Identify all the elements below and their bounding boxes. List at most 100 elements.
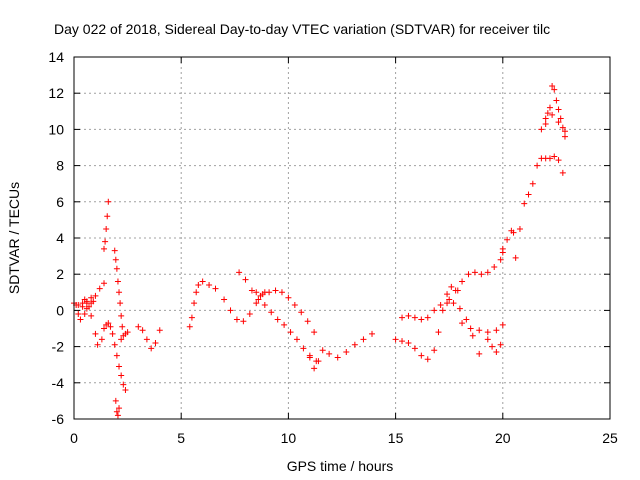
data-point bbox=[139, 327, 146, 334]
data-point bbox=[255, 296, 262, 303]
series-track-f bbox=[111, 247, 126, 330]
y-tick-label: -4 bbox=[52, 375, 65, 391]
data-point bbox=[557, 115, 564, 122]
data-point bbox=[351, 341, 358, 348]
data-point bbox=[148, 345, 155, 352]
x-tick-label: 10 bbox=[281, 430, 297, 446]
data-point bbox=[116, 363, 123, 370]
series-track-q bbox=[459, 320, 506, 336]
data-point bbox=[88, 294, 95, 301]
series-track-c bbox=[79, 294, 97, 310]
y-tick-label: -6 bbox=[52, 411, 65, 427]
data-point bbox=[499, 245, 506, 252]
y-axis-label: SDTVAR / TECUs bbox=[6, 182, 22, 294]
data-point bbox=[326, 350, 333, 357]
data-point bbox=[253, 300, 260, 307]
data-point bbox=[259, 291, 266, 298]
data-point bbox=[484, 269, 491, 276]
data-point bbox=[81, 311, 88, 318]
data-point bbox=[529, 180, 536, 187]
data-point bbox=[261, 301, 268, 308]
y-tick-label: 10 bbox=[48, 121, 64, 137]
data-point bbox=[491, 263, 498, 270]
data-point bbox=[116, 289, 123, 296]
data-point bbox=[92, 292, 99, 299]
data-point bbox=[191, 300, 198, 307]
data-point bbox=[504, 236, 511, 243]
data-point bbox=[117, 300, 124, 307]
series-track-e bbox=[105, 320, 129, 394]
data-point bbox=[561, 128, 568, 135]
data-point bbox=[476, 327, 483, 334]
data-point bbox=[542, 115, 549, 122]
data-point bbox=[135, 323, 142, 330]
data-point bbox=[111, 341, 118, 348]
data-point bbox=[542, 120, 549, 127]
data-point bbox=[456, 305, 463, 312]
data-point bbox=[424, 356, 431, 363]
data-point bbox=[248, 287, 255, 294]
series-track-l bbox=[253, 287, 318, 336]
data-point bbox=[521, 200, 528, 207]
data-point bbox=[285, 294, 292, 301]
data-point bbox=[291, 301, 298, 308]
series-track-o bbox=[399, 300, 483, 357]
data-point bbox=[418, 352, 425, 359]
data-point bbox=[431, 347, 438, 354]
data-point bbox=[444, 291, 451, 298]
data-point bbox=[101, 245, 108, 252]
data-point bbox=[424, 314, 431, 321]
data-point bbox=[493, 349, 500, 356]
data-point bbox=[510, 229, 517, 236]
data-point bbox=[274, 316, 281, 323]
data-point bbox=[300, 345, 307, 352]
data-point bbox=[476, 350, 483, 357]
data-point bbox=[516, 225, 523, 232]
data-point bbox=[101, 325, 108, 332]
data-point bbox=[439, 307, 446, 314]
data-point bbox=[278, 289, 285, 296]
data-point bbox=[399, 338, 406, 345]
data-point bbox=[104, 213, 111, 220]
data-point bbox=[86, 303, 93, 310]
data-point bbox=[272, 287, 279, 294]
data-point bbox=[411, 345, 418, 352]
y-tick-label: 8 bbox=[56, 158, 64, 174]
data-point bbox=[484, 336, 491, 343]
data-point bbox=[546, 104, 553, 111]
data-point bbox=[281, 321, 288, 328]
x-tick-label: 25 bbox=[602, 430, 618, 446]
data-point bbox=[113, 352, 120, 359]
chart-title: Day 022 of 2018, Sidereal Day-to-day VTE… bbox=[54, 21, 550, 37]
data-point bbox=[435, 329, 442, 336]
x-tick-label: 5 bbox=[177, 430, 185, 446]
data-point bbox=[124, 329, 131, 336]
data-point bbox=[499, 321, 506, 328]
data-point bbox=[298, 309, 305, 316]
data-point bbox=[334, 354, 341, 361]
data-point bbox=[392, 336, 399, 343]
series-track-h bbox=[118, 329, 131, 343]
data-point bbox=[122, 387, 129, 394]
data-point bbox=[534, 162, 541, 169]
data-point bbox=[512, 254, 519, 261]
y-tick-label: 12 bbox=[48, 85, 64, 101]
data-point bbox=[553, 97, 560, 104]
data-point bbox=[114, 278, 121, 285]
data-point bbox=[118, 336, 125, 343]
data-point bbox=[467, 325, 474, 332]
series-track-d bbox=[101, 198, 112, 252]
data-point bbox=[484, 329, 491, 336]
data-point bbox=[463, 316, 470, 323]
data-point bbox=[98, 336, 105, 343]
data-point bbox=[555, 119, 562, 126]
series-track-n bbox=[392, 283, 461, 363]
data-point bbox=[186, 323, 193, 330]
x-tick-label: 0 bbox=[70, 430, 78, 446]
data-point bbox=[79, 300, 86, 307]
data-point bbox=[188, 314, 195, 321]
data-point bbox=[497, 256, 504, 263]
data-point bbox=[111, 247, 118, 254]
series-track-j bbox=[186, 278, 268, 330]
